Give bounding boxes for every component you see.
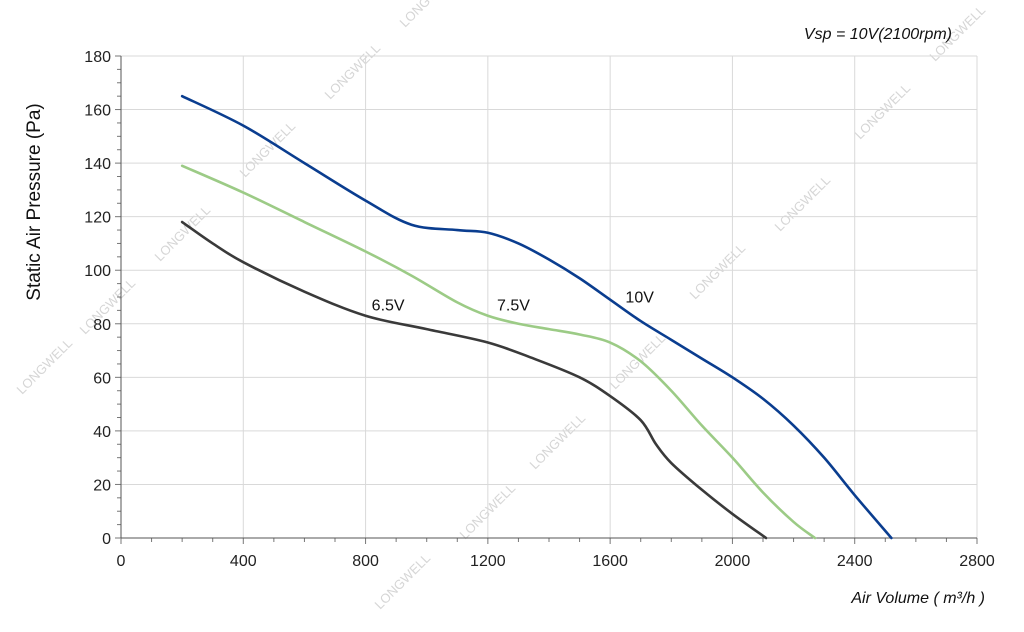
x-tick-label: 2400 — [837, 553, 873, 570]
y-tick-label: 160 — [84, 103, 111, 120]
watermark-text: LONGWELL — [527, 410, 589, 472]
watermark-text: LONGWELL — [14, 335, 76, 397]
x-tick-label: 2800 — [959, 553, 995, 570]
y-tick-label: 20 — [93, 477, 111, 494]
x-tick-label: 2000 — [715, 553, 751, 570]
y-tick-label: 60 — [93, 370, 111, 387]
series-line-10v — [180, 94, 893, 540]
y-tick-label: 180 — [84, 49, 111, 66]
chart-annotation: Vsp = 10V(2100rpm) — [804, 26, 952, 43]
axes — [120, 56, 977, 539]
series-label-7-5v: 7.5V — [497, 297, 530, 314]
series-label-10v: 10V — [625, 289, 654, 306]
series-labels: 10V 7.5V 6.5V — [372, 289, 655, 314]
y-tick-label: 100 — [84, 263, 111, 280]
watermark-text: LONGWELL — [687, 240, 749, 302]
x-tick-label: 400 — [230, 553, 257, 570]
minor-ticks — [115, 55, 978, 544]
watermark-text: LONGWELL — [372, 550, 434, 612]
watermark-text: LONGWELL — [852, 80, 914, 142]
watermark-text: LONGWELL — [607, 330, 669, 392]
watermark-text: LONGWELL — [322, 40, 384, 102]
y-axis-title: Static Air Pressure (Pa) — [24, 103, 45, 300]
watermark-text: LONGWELL — [772, 172, 834, 234]
x-tick-label: 1600 — [592, 553, 628, 570]
x-axis-title: Air Volume ( m³/h ) — [850, 590, 985, 607]
y-tick-labels: 0 20 40 60 80 100 120 140 160 180 — [84, 49, 111, 548]
x-tick-label: 800 — [352, 553, 379, 570]
y-tick-label: 120 — [84, 210, 111, 227]
y-tick-label: 140 — [84, 156, 111, 173]
series-line-6-5v — [180, 220, 768, 540]
y-tick-label: 40 — [93, 424, 111, 441]
y-tick-label: 0 — [102, 531, 111, 548]
x-tick-label: 0 — [117, 553, 126, 570]
x-tick-labels: 0 400 800 1200 1600 2000 2400 2800 — [117, 553, 995, 570]
series-line-7-5v — [180, 164, 817, 540]
series-lines — [180, 94, 893, 540]
series-label-6-5v: 6.5V — [372, 297, 405, 314]
y-tick-label: 80 — [93, 317, 111, 334]
watermark-text: LONGWELL — [397, 0, 459, 30]
x-tick-label: 1200 — [470, 553, 506, 570]
watermark-text: LONGWELL — [152, 202, 214, 264]
